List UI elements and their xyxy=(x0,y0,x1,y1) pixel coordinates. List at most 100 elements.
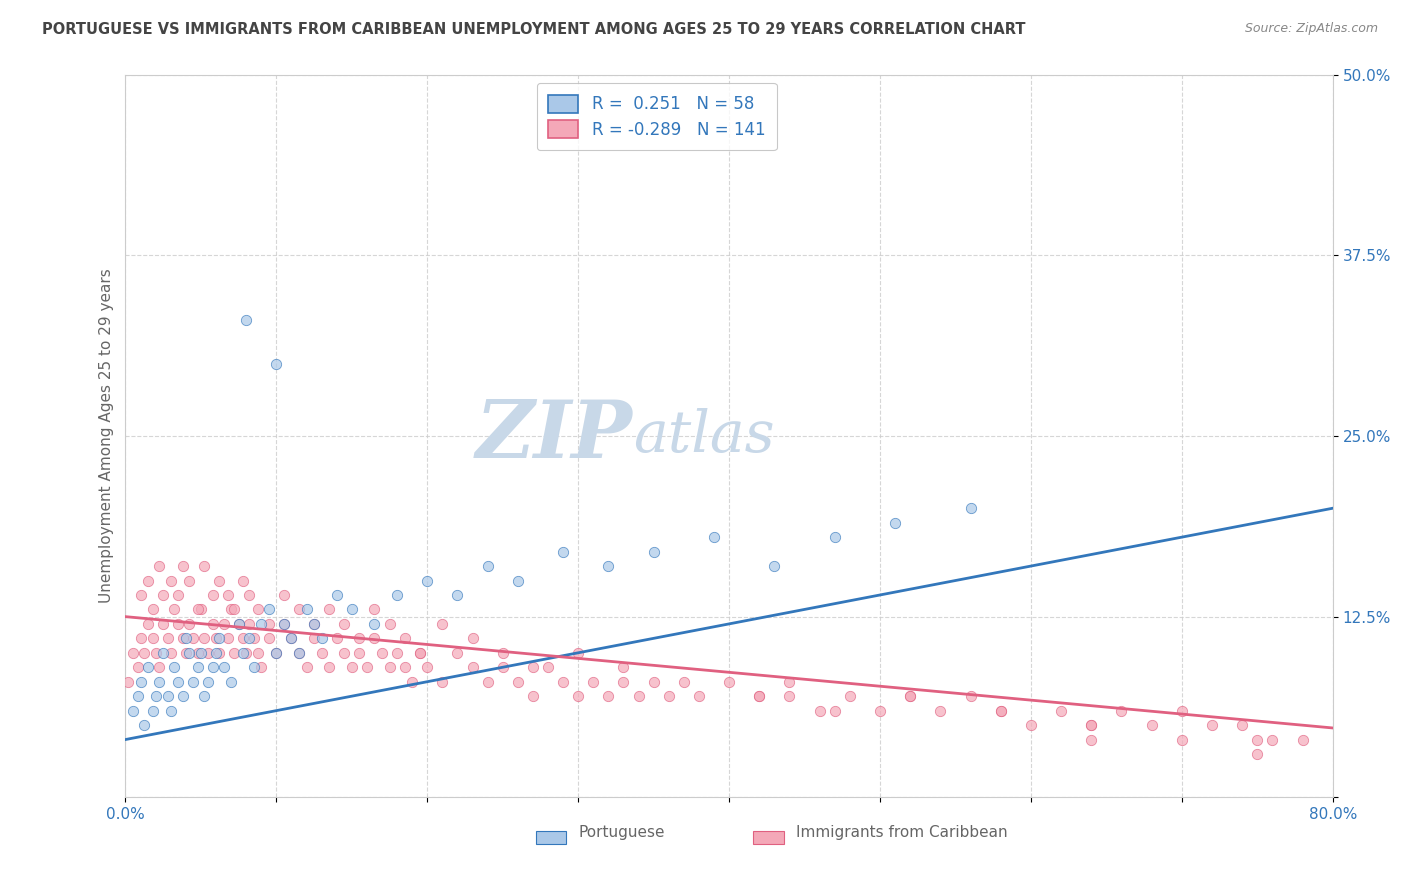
Point xyxy=(553,544,575,558)
Point xyxy=(340,602,363,616)
Text: Immigrants from Caribbean: Immigrants from Caribbean xyxy=(796,825,1007,840)
Point xyxy=(257,632,280,646)
Point xyxy=(156,632,179,646)
Point xyxy=(1080,718,1102,732)
Point xyxy=(273,616,295,631)
Point xyxy=(127,660,149,674)
Point xyxy=(295,602,318,616)
Point xyxy=(217,588,239,602)
Point xyxy=(409,646,432,660)
Point xyxy=(212,616,235,631)
Point xyxy=(824,530,846,544)
Point xyxy=(172,689,194,703)
Point xyxy=(884,516,907,530)
Point xyxy=(156,689,179,703)
Point xyxy=(235,313,257,327)
Point xyxy=(394,660,416,674)
Point xyxy=(432,616,454,631)
Point xyxy=(1171,704,1194,718)
Point xyxy=(1201,718,1223,732)
Point xyxy=(748,689,770,703)
Point xyxy=(187,646,209,660)
Point xyxy=(193,689,215,703)
Point xyxy=(177,574,200,588)
Point xyxy=(174,632,197,646)
Point xyxy=(273,588,295,602)
Point xyxy=(127,689,149,703)
Point xyxy=(492,660,515,674)
Point xyxy=(394,632,416,646)
Point xyxy=(217,632,239,646)
Point xyxy=(257,616,280,631)
Point xyxy=(145,646,167,660)
Point xyxy=(117,674,139,689)
Point xyxy=(703,530,725,544)
Point xyxy=(1080,732,1102,747)
Point xyxy=(763,559,786,574)
Point xyxy=(288,646,311,660)
Point xyxy=(235,646,257,660)
Point xyxy=(1232,718,1254,732)
Point xyxy=(506,674,529,689)
Point xyxy=(224,646,246,660)
Point xyxy=(356,660,378,674)
Point xyxy=(219,674,242,689)
Point xyxy=(193,559,215,574)
Point xyxy=(129,588,152,602)
Point xyxy=(311,646,333,660)
Point xyxy=(612,660,634,674)
Point xyxy=(959,501,981,516)
Point xyxy=(326,588,349,602)
Point xyxy=(461,632,484,646)
Point xyxy=(242,660,264,674)
Point xyxy=(363,616,385,631)
Point xyxy=(295,660,318,674)
Point xyxy=(201,660,224,674)
Point xyxy=(250,616,273,631)
Text: Portuguese: Portuguese xyxy=(578,825,665,840)
Point xyxy=(238,632,260,646)
Point xyxy=(183,632,205,646)
Text: PORTUGUESE VS IMMIGRANTS FROM CARIBBEAN UNEMPLOYMENT AMONG AGES 25 TO 29 YEARS C: PORTUGUESE VS IMMIGRANTS FROM CARIBBEAN … xyxy=(42,22,1026,37)
Point xyxy=(990,704,1012,718)
Point xyxy=(869,704,891,718)
Point xyxy=(567,646,589,660)
Point xyxy=(152,616,174,631)
Point xyxy=(333,646,356,660)
Point xyxy=(142,704,165,718)
Point xyxy=(416,574,439,588)
Point xyxy=(201,588,224,602)
Point xyxy=(688,689,710,703)
Point xyxy=(627,689,650,703)
Point xyxy=(506,574,529,588)
Text: atlas: atlas xyxy=(633,408,775,464)
Point xyxy=(598,559,620,574)
Point xyxy=(1171,732,1194,747)
Point xyxy=(201,616,224,631)
Point xyxy=(152,588,174,602)
Point xyxy=(172,559,194,574)
Point xyxy=(318,660,340,674)
Point xyxy=(522,660,544,674)
Point xyxy=(416,660,439,674)
Point xyxy=(174,646,197,660)
Point xyxy=(148,660,170,674)
Point xyxy=(190,646,212,660)
Point xyxy=(228,616,250,631)
Point xyxy=(363,602,385,616)
Point xyxy=(1111,704,1133,718)
Point xyxy=(302,616,325,631)
Point xyxy=(145,689,167,703)
Point xyxy=(187,660,209,674)
Point xyxy=(212,660,235,674)
Point xyxy=(232,632,254,646)
Point xyxy=(1291,732,1313,747)
Point xyxy=(363,632,385,646)
Point xyxy=(257,602,280,616)
Point xyxy=(1050,704,1073,718)
Point xyxy=(302,616,325,631)
Point xyxy=(401,674,423,689)
Point xyxy=(898,689,921,703)
Point xyxy=(302,632,325,646)
Point xyxy=(132,646,155,660)
